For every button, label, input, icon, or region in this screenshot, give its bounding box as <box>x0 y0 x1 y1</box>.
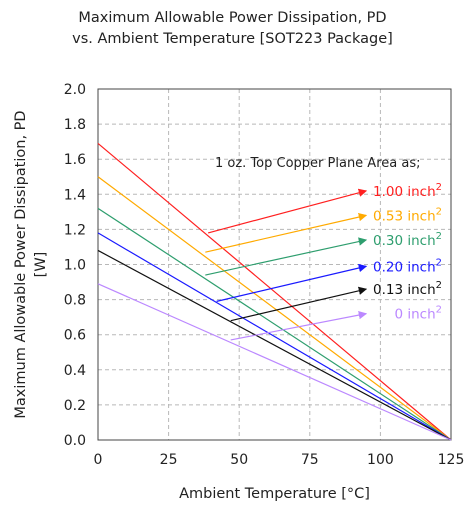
annotation-header: 1 oz. Top Copper Plane Area as; <box>215 156 420 171</box>
series-label-name: 0.20 inch <box>373 259 436 275</box>
y-tick-label: 0.2 <box>64 398 86 414</box>
x-tick-label: 75 <box>301 452 319 468</box>
callout-arrow-0 <box>207 188 368 234</box>
series-label-1: 0.53 inch2 <box>373 206 442 224</box>
series-label-name: 0.13 inch <box>373 282 436 298</box>
y-tick-label: 0.8 <box>64 293 86 309</box>
series-label-superscript: 2 <box>436 182 442 193</box>
series-label-superscript: 2 <box>436 305 442 316</box>
y-tick-label: 2.0 <box>64 82 86 98</box>
series-label-3: 0.20 inch2 <box>373 257 442 275</box>
callout-arrow-5 <box>230 310 368 341</box>
y-axis-label-line2: [W] <box>33 252 49 278</box>
chart-title-line2: vs. Ambient Temperature [SOT223 Package] <box>72 31 393 47</box>
y-tick-label: 0.0 <box>64 433 86 449</box>
y-tick-label: 1.2 <box>64 222 86 238</box>
callout-arrow-4 <box>230 286 368 322</box>
series-line-4 <box>97 249 452 441</box>
series-label-superscript: 2 <box>436 280 442 291</box>
series-label-name: 0.30 inch <box>373 233 436 249</box>
series-label-4: 0.13 inch2 <box>373 280 442 298</box>
series-label-name: 0.53 inch <box>373 208 436 224</box>
x-tick-label: 50 <box>230 452 248 468</box>
series-line-1 <box>97 176 452 441</box>
x-tick-label: 0 <box>94 452 103 468</box>
series-line-3 <box>97 232 452 441</box>
callout-arrow-3 <box>216 263 368 302</box>
series-label-superscript: 2 <box>436 257 442 268</box>
series-line-5 <box>97 283 452 441</box>
series-label-name: 1.00 inch <box>373 184 436 200</box>
y-axis-label-line1: Maximum Allowable Power Dissipation, PD <box>13 110 29 418</box>
series-line-0 <box>97 142 452 441</box>
x-tick-label: 125 <box>438 452 465 468</box>
x-axis-label: Ambient Temperature [°C] <box>179 486 370 502</box>
y-tick-label: 0.4 <box>64 363 86 379</box>
chart-title-line1: Maximum Allowable Power Dissipation, PD <box>78 10 387 26</box>
series-line-2 <box>97 207 452 441</box>
series-label-superscript: 2 <box>436 231 442 242</box>
y-tick-label: 1.0 <box>64 258 86 274</box>
series-label-2: 0.30 inch2 <box>373 231 442 249</box>
x-tick-label: 25 <box>160 452 178 468</box>
callout-arrow-2 <box>205 237 368 276</box>
series-label-superscript: 2 <box>436 206 442 217</box>
series-label-5: 0 inch2 <box>394 305 442 323</box>
x-tick-label: 100 <box>367 452 394 468</box>
series-label-0: 1.00 inch2 <box>373 182 442 200</box>
y-tick-label: 1.6 <box>64 152 86 168</box>
y-tick-label: 1.4 <box>64 187 86 203</box>
callout-arrow-1 <box>205 212 368 253</box>
plot-frame <box>97 88 452 441</box>
y-tick-label: 1.8 <box>64 117 86 133</box>
y-tick-label: 0.6 <box>64 328 86 344</box>
series-label-name: 0 inch <box>394 307 435 323</box>
